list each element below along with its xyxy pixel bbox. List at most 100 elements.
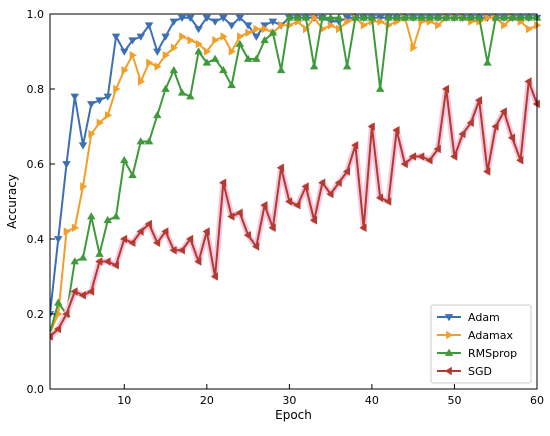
series-adamax-point-56: [501, 21, 509, 30]
series-sgd-point-55: [491, 122, 499, 131]
axes-layer: 10 20 30 40 50 60 0.0 0.2 0.4 0.6 0.8 1.0: [27, 8, 545, 407]
series-adam-point-5: [78, 142, 88, 150]
series-rmsprop-point-52: [466, 13, 476, 21]
series-adam-point-25: [243, 22, 253, 30]
series-sgd-point-22: [219, 178, 227, 187]
legend-item-rmsprop: RMSprop: [437, 347, 517, 360]
series-adam-point-41: [375, 14, 385, 23]
series-sgd-point-18: [186, 234, 194, 244]
series-adamax-point-54: [484, 13, 492, 22]
series-sgd-point-17: [177, 246, 185, 255]
series-rmsprop-point-47: [425, 13, 434, 21]
series-sgd-point-32: [301, 182, 309, 191]
series-sgd-point-42: [384, 197, 392, 206]
series-sgd-point-45: [408, 152, 417, 161]
series-adam-point-20: [202, 14, 212, 23]
y-tick-label-0.0: 0.0: [27, 383, 45, 396]
series-adam-point-26: [252, 33, 261, 41]
x-tick-label-50: 50: [447, 394, 461, 407]
series-sgd-point-14: [153, 238, 161, 247]
series-adamax-point-23: [228, 47, 236, 56]
series-sgd-point-39: [359, 223, 367, 232]
series-rmsprop-point-43: [392, 13, 401, 21]
series-sgd-point-41: [375, 193, 384, 202]
series-adam-point-7: [95, 97, 104, 105]
series-rmsprop-point-44: [400, 13, 410, 21]
series-sgd-point-47: [425, 156, 433, 165]
series-sgd-point-46: [417, 152, 425, 161]
series-sgd-point-4: [70, 287, 78, 296]
series-adam-point-10: [120, 48, 129, 56]
series-adamax-point-24: [236, 32, 245, 41]
series-adamax-point-8: [104, 111, 113, 120]
y-axis-label: Accuracy: [5, 174, 19, 229]
legend-marker-sgd: [444, 366, 452, 376]
series-adamax-point-10: [121, 66, 129, 75]
series-adam-point-12: [136, 33, 146, 41]
series-rmsprop-point-39: [359, 13, 368, 21]
series-adamax-point-13: [146, 58, 154, 67]
legend: Adam Adamax RMSprop SGD: [430, 304, 532, 384]
series-adamax-point-2: [55, 309, 63, 319]
series-sgd-point-3: [62, 309, 70, 319]
series-adamax-point-37: [344, 17, 352, 26]
series-rmsprop-point-49: [441, 13, 451, 21]
series-adamax-point-22: [220, 32, 228, 41]
series-sgd-point-56: [499, 107, 507, 116]
series-adamax-point-14: [154, 62, 162, 71]
series-adamax-point-20: [203, 47, 212, 56]
series-rmsprop-point-55: [491, 13, 500, 21]
series-adam-point-16: [169, 18, 179, 26]
series-rmsprop-point-59: [524, 13, 533, 21]
series-rmsprop-point-32: [301, 13, 311, 21]
series-sgd-point-54: [483, 167, 491, 176]
series-adam-point-2: [54, 236, 63, 244]
series-rmsprop-point-38: [351, 13, 360, 21]
series-rmsprop-point-48: [433, 13, 443, 21]
legend-marker-adamax: [446, 330, 454, 340]
series-adamax-point-9: [113, 84, 121, 94]
series-adamax-point-25: [245, 28, 253, 37]
series-adamax-point-19: [195, 39, 203, 49]
series-adamax-point-35: [327, 21, 335, 30]
series-sgd-point-28: [268, 223, 276, 232]
series-adam-point-8: [103, 93, 113, 101]
x-tick-label-60: 60: [530, 394, 544, 407]
series-rmsprop-point-20: [202, 58, 212, 66]
series-adamax-point-36: [336, 24, 344, 34]
series-sgd-point-38: [351, 141, 359, 150]
series-adamax-point-29: [278, 21, 286, 30]
series-sgd-point-7: [95, 257, 103, 266]
series-sgd-point-48: [433, 144, 441, 154]
series-sgd-point-23: [227, 212, 235, 221]
legend-marker-rmsprop: [444, 348, 454, 356]
series-rmsprop-point-23: [227, 80, 236, 89]
series-rmsprop-point-10: [120, 155, 129, 164]
series-rmsprop-point-4: [70, 257, 80, 265]
series-adamax-point-59: [525, 24, 534, 34]
series-adam-point-17: [177, 14, 187, 23]
series-sgd-point-44: [400, 159, 408, 169]
series-rmsprop-point-21: [210, 54, 220, 62]
series-rmsprop-point-58: [516, 13, 525, 21]
series-rmsprop-point-12: [136, 137, 146, 145]
series-adam-point-13: [144, 22, 154, 30]
series-adamax-point-41: [377, 17, 385, 26]
series-rmsprop-point-25: [243, 54, 253, 62]
series-sgd-point-11: [128, 238, 136, 247]
series-rmsprop-point-56: [499, 13, 509, 21]
series-adamax-point-32: [303, 24, 311, 34]
series-sgd-point-49: [441, 84, 450, 94]
series-adamax-point-18: [187, 36, 195, 45]
series-adam-point-9: [111, 33, 121, 41]
series-adam-point-4: [70, 93, 80, 101]
series-sgd-point-53: [474, 96, 483, 105]
series-rmsprop-point-42: [384, 13, 393, 21]
series-adamax-point-17: [179, 32, 187, 41]
series-sgd-point-35: [326, 189, 334, 199]
series-rmsprop-point-11: [128, 170, 137, 179]
series-sgd-point-33: [309, 216, 317, 225]
series-rmsprop-point-28: [268, 28, 278, 36]
series-sgd-point-8: [103, 257, 111, 266]
series-sgd-point-6: [86, 287, 95, 296]
